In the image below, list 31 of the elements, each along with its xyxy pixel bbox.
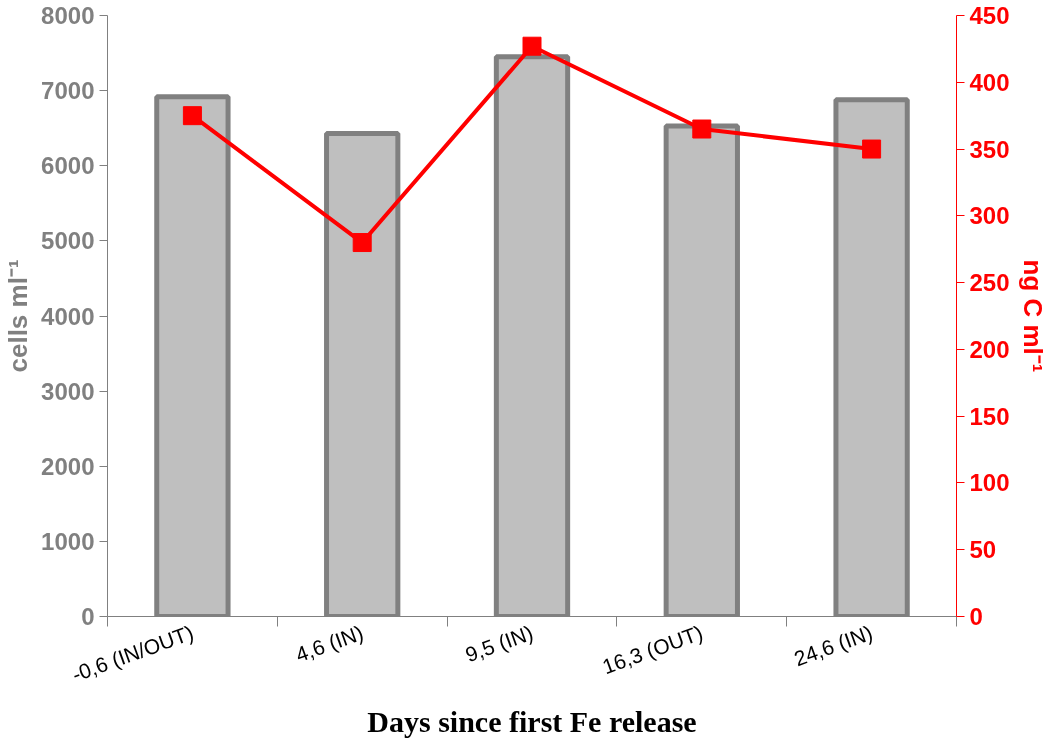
y2-tick-label: 0 — [969, 603, 983, 630]
x-tick-label: 4,6 (IN) — [292, 620, 367, 667]
y2-tick-label: 350 — [969, 135, 1010, 163]
y2-tick-label: 50 — [969, 536, 997, 564]
y-axis-title: cells ml⁻¹ — [3, 259, 34, 373]
y2-tick-label: 200 — [969, 335, 1010, 363]
y2-axis-title: ng C ml⁻¹ — [1017, 259, 1048, 373]
y-tick-label: 0 — [81, 603, 95, 630]
y-tick-label: 8000 — [41, 2, 95, 29]
point — [862, 139, 882, 159]
point — [352, 233, 372, 253]
point — [692, 119, 712, 139]
y-tick-label: 4000 — [41, 302, 95, 330]
point — [182, 106, 202, 126]
y-tick-label: 1000 — [41, 527, 95, 555]
y-tick-label: 6000 — [41, 152, 95, 180]
x-tick-label: 24,6 (IN) — [790, 620, 876, 671]
x-tick-label: 9,5 (IN) — [462, 620, 536, 667]
point — [522, 36, 542, 56]
y-tick-label: 3000 — [41, 377, 95, 405]
y2-tick-label: 450 — [969, 2, 1010, 29]
x-axis-title: Days since first Fe release — [367, 704, 697, 738]
y2-tick-label: 250 — [969, 269, 1010, 297]
y-tick-label: 7000 — [41, 77, 95, 105]
y-tick-label: 2000 — [41, 452, 95, 480]
y2-tick-label: 300 — [969, 202, 1010, 230]
y2-tick-label: 400 — [969, 68, 1010, 96]
x-tick-label: 16,3 (OUT) — [599, 620, 706, 679]
y-tick-label: 5000 — [41, 227, 95, 255]
y2-tick-label: 100 — [969, 469, 1010, 497]
y2-tick-label: 150 — [969, 402, 1010, 430]
